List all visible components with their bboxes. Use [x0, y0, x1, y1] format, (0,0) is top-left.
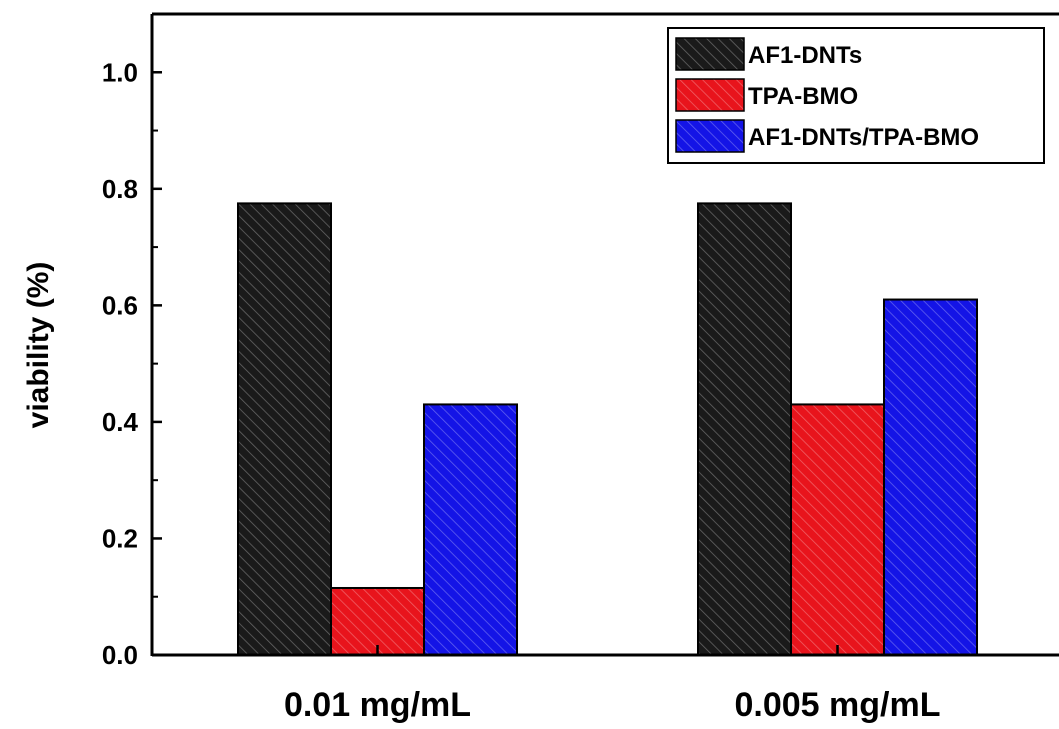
legend-swatch: [675, 37, 745, 71]
y-tick-label: 0.6: [102, 290, 138, 320]
legend-label: TPA-BMO: [748, 83, 858, 110]
x-categories-group: 0.01 mg/mL 0.005 mg/mL: [284, 645, 941, 724]
y-tick-label: 0.0: [102, 640, 138, 670]
y-ticks-group: 0.0 0.2 0.4 0.6 0.8 1.0: [102, 57, 162, 670]
bar-af1-dnts-1: [237, 202, 332, 657]
bar-tpa-bmo-1: [330, 586, 425, 657]
y-tick-label: 0.2: [102, 523, 138, 553]
y-axis-title: viability (%): [22, 262, 55, 429]
x-category-label: 0.005 mg/mL: [735, 686, 941, 724]
legend-swatch: [675, 119, 745, 153]
legend-swatch: [675, 78, 745, 112]
y-tick-label: 0.4: [102, 407, 139, 437]
bar-af1-dnts-2: [697, 202, 792, 657]
legend: AF1-DNTs TPA-BMO AF1-DNTs/TPA-BMO: [667, 27, 1045, 164]
axes-group: [150, 12, 1059, 657]
x-category-label: 0.01 mg/mL: [284, 686, 471, 724]
bar-af1-dnts-tpa-bmo-2: [883, 298, 978, 656]
legend-label: AF1-DNTs/TPA-BMO: [748, 124, 979, 151]
y-tick-label: 1.0: [102, 57, 138, 87]
bars-group: [237, 202, 978, 657]
bar-af1-dnts-tpa-bmo-1: [423, 403, 518, 656]
legend-label: AF1-DNTs: [748, 42, 862, 69]
y-tick-label: 0.8: [102, 174, 138, 204]
bar-tpa-bmo-2: [790, 403, 885, 656]
